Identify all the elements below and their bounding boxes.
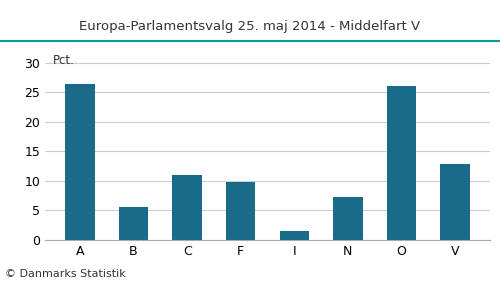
Text: © Danmarks Statistik: © Danmarks Statistik	[5, 269, 126, 279]
Text: Pct.: Pct.	[53, 54, 75, 67]
Bar	[280, 231, 309, 240]
Bar	[333, 197, 362, 240]
Bar	[386, 86, 416, 240]
Bar	[440, 164, 470, 240]
Bar	[65, 84, 94, 240]
Bar	[119, 207, 148, 240]
Bar	[226, 182, 256, 240]
Bar	[172, 175, 202, 240]
Text: Europa-Parlamentsvalg 25. maj 2014 - Middelfart V: Europa-Parlamentsvalg 25. maj 2014 - Mid…	[80, 20, 420, 33]
